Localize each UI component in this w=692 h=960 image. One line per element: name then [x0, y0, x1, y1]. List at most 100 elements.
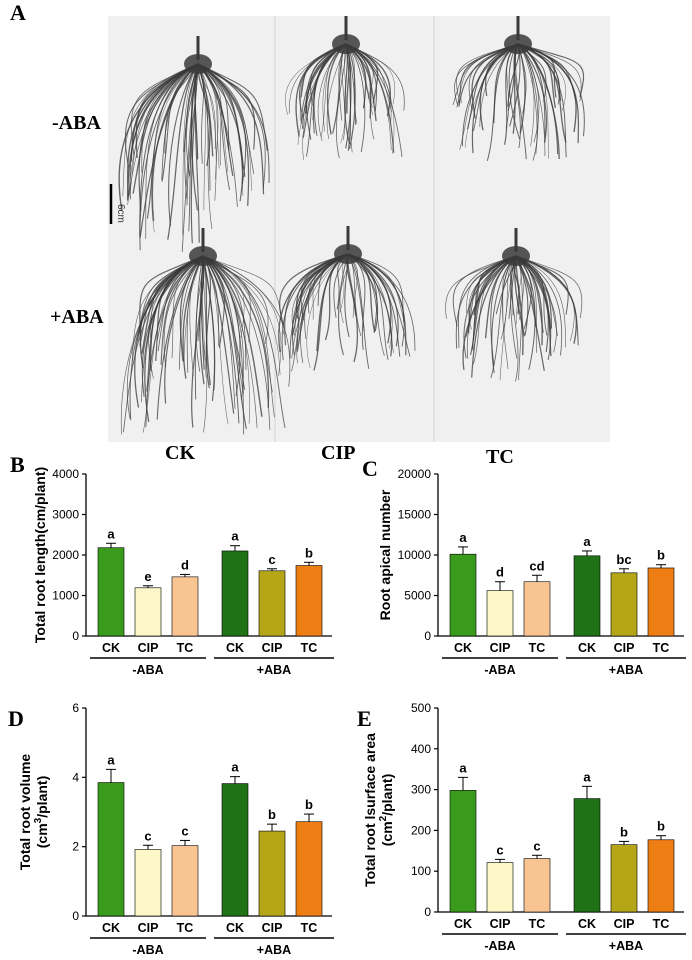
chart-e-total-root-surface-area: 0 100 200 300 400 500 a CK c CIP c TC a CK b CIP b TC -ABA… — [362, 701, 686, 953]
bar-tc-minus-aba — [171, 845, 199, 917]
column-label-cip: CIP — [321, 442, 356, 464]
y-axis-label-line2: (cm2/plant) — [378, 774, 395, 846]
category-label: TC — [653, 917, 670, 931]
significance-letter: a — [231, 529, 239, 544]
bar-ck-minus-aba — [449, 790, 477, 913]
chart-d-total-root-volume: 0 2 4 6 a CK c CIP c TC a CK b CIP b TC -ABA +ABA Total ro… — [17, 701, 334, 957]
significance-letter: d — [496, 565, 504, 580]
significance-letter: a — [231, 760, 239, 775]
y-tick-label: 3000 — [52, 508, 79, 522]
significance-letter: b — [620, 824, 628, 839]
y-axis-label-line2: (cm3/plant) — [33, 776, 50, 848]
root-systems — [118, 16, 585, 435]
bar-ck-plus-aba — [573, 798, 601, 913]
category-label: TC — [529, 917, 546, 931]
bar-cip-plus-aba — [258, 570, 286, 637]
category-label: CIP — [490, 917, 511, 931]
category-label: TC — [177, 641, 194, 655]
bar-ck-minus-aba — [97, 547, 125, 637]
y-tick-label: 15000 — [398, 508, 432, 522]
significance-letter: c — [181, 823, 188, 838]
y-tick-label: 10000 — [398, 548, 432, 562]
y-tick-label: 2 — [72, 840, 79, 854]
y-axis-label-line1: Total root volume — [17, 754, 33, 871]
bar-cip-minus-aba — [134, 849, 162, 917]
significance-letter: b — [305, 545, 313, 560]
category-label: CIP — [138, 921, 159, 935]
group-label-minus-aba: -ABA — [484, 939, 515, 953]
panel-b-letter: B — [10, 452, 25, 477]
y-tick-label: 400 — [411, 742, 431, 756]
significance-letter: a — [459, 530, 467, 545]
row-label-minus-aba: -ABA — [52, 112, 101, 134]
bar-cip-plus-aba — [258, 830, 286, 917]
bar-cip-plus-aba — [610, 844, 638, 913]
y-tick-label: 6 — [72, 701, 79, 715]
bar-tc-plus-aba — [295, 565, 323, 637]
category-label: CK — [454, 641, 472, 655]
group-label-plus-aba: +ABA — [609, 939, 643, 953]
significance-letter: cd — [529, 558, 544, 573]
significance-letter: bc — [616, 552, 631, 567]
y-tick-label: 1000 — [52, 589, 79, 603]
category-label: CK — [578, 917, 596, 931]
y-tick-label: 0 — [72, 909, 79, 923]
significance-letter: c — [144, 828, 151, 843]
bar-tc-plus-aba — [295, 821, 323, 917]
y-tick-label: 4 — [72, 770, 79, 784]
category-label: CIP — [614, 917, 635, 931]
significance-letter: a — [107, 752, 115, 767]
bar-tc-minus-aba — [523, 858, 551, 913]
chart-b-total-root-length: 0 1000 2000 3000 4000 a CK e CIP d TC a CK c CIP b TC -AB… — [32, 467, 334, 677]
y-tick-label: 2000 — [52, 548, 79, 562]
bar-cip-minus-aba — [486, 862, 514, 913]
significance-letter: d — [181, 557, 189, 572]
root-cip-minus-aba — [285, 16, 405, 161]
y-axis-label: Root apical number — [377, 489, 393, 620]
y-tick-label: 5000 — [404, 589, 431, 603]
category-label: CK — [226, 921, 244, 935]
group-label-minus-aba: -ABA — [484, 663, 515, 677]
category-label: CIP — [138, 641, 159, 655]
root-tc-plus-aba — [445, 228, 583, 382]
category-label: CK — [578, 641, 596, 655]
bar-cip-minus-aba — [486, 590, 514, 637]
panel-c-letter: C — [362, 456, 378, 481]
column-label-tc: TC — [486, 446, 514, 468]
category-label: TC — [301, 641, 318, 655]
panel-a-letter: A — [10, 0, 26, 25]
significance-letter: c — [496, 842, 503, 857]
y-axis-label: Total root length(cm/plant) — [32, 467, 48, 643]
panel-d-letter: D — [8, 706, 24, 731]
category-label: TC — [529, 641, 546, 655]
y-tick-label: 0 — [424, 905, 431, 919]
significance-letter: c — [268, 552, 275, 567]
bar-tc-minus-aba — [523, 581, 551, 637]
root-ck-minus-aba — [118, 36, 270, 253]
chart-c-root-apical-number: 0 5000 10000 15000 20000 a CK d CIP cd TC a CK bc CIP b… — [377, 467, 686, 677]
panel-e-letter: E — [357, 706, 372, 731]
scale-bar-label: 6cm — [115, 204, 126, 223]
significance-letter: a — [107, 526, 115, 541]
bar-ck-minus-aba — [449, 553, 477, 637]
group-label-minus-aba: -ABA — [132, 943, 163, 957]
group-label-minus-aba: -ABA — [132, 663, 163, 677]
category-label: TC — [653, 641, 670, 655]
significance-letter: e — [144, 569, 151, 584]
category-label: CIP — [490, 641, 511, 655]
category-label: CIP — [262, 641, 283, 655]
root-photographs: 6cm — [108, 16, 610, 442]
bar-ck-plus-aba — [573, 555, 601, 637]
bar-ck-minus-aba — [97, 782, 125, 917]
y-tick-label: 300 — [411, 783, 431, 797]
bar-ck-plus-aba — [221, 550, 249, 637]
category-label: CK — [102, 641, 120, 655]
significance-letter: b — [305, 797, 313, 812]
category-label: CK — [102, 921, 120, 935]
category-label: CIP — [614, 641, 635, 655]
bar-ck-plus-aba — [221, 783, 249, 917]
root-tc-minus-aba — [452, 16, 585, 162]
y-tick-label: 100 — [411, 864, 431, 878]
root-ck-plus-aba — [120, 228, 291, 435]
significance-letter: b — [657, 819, 665, 834]
